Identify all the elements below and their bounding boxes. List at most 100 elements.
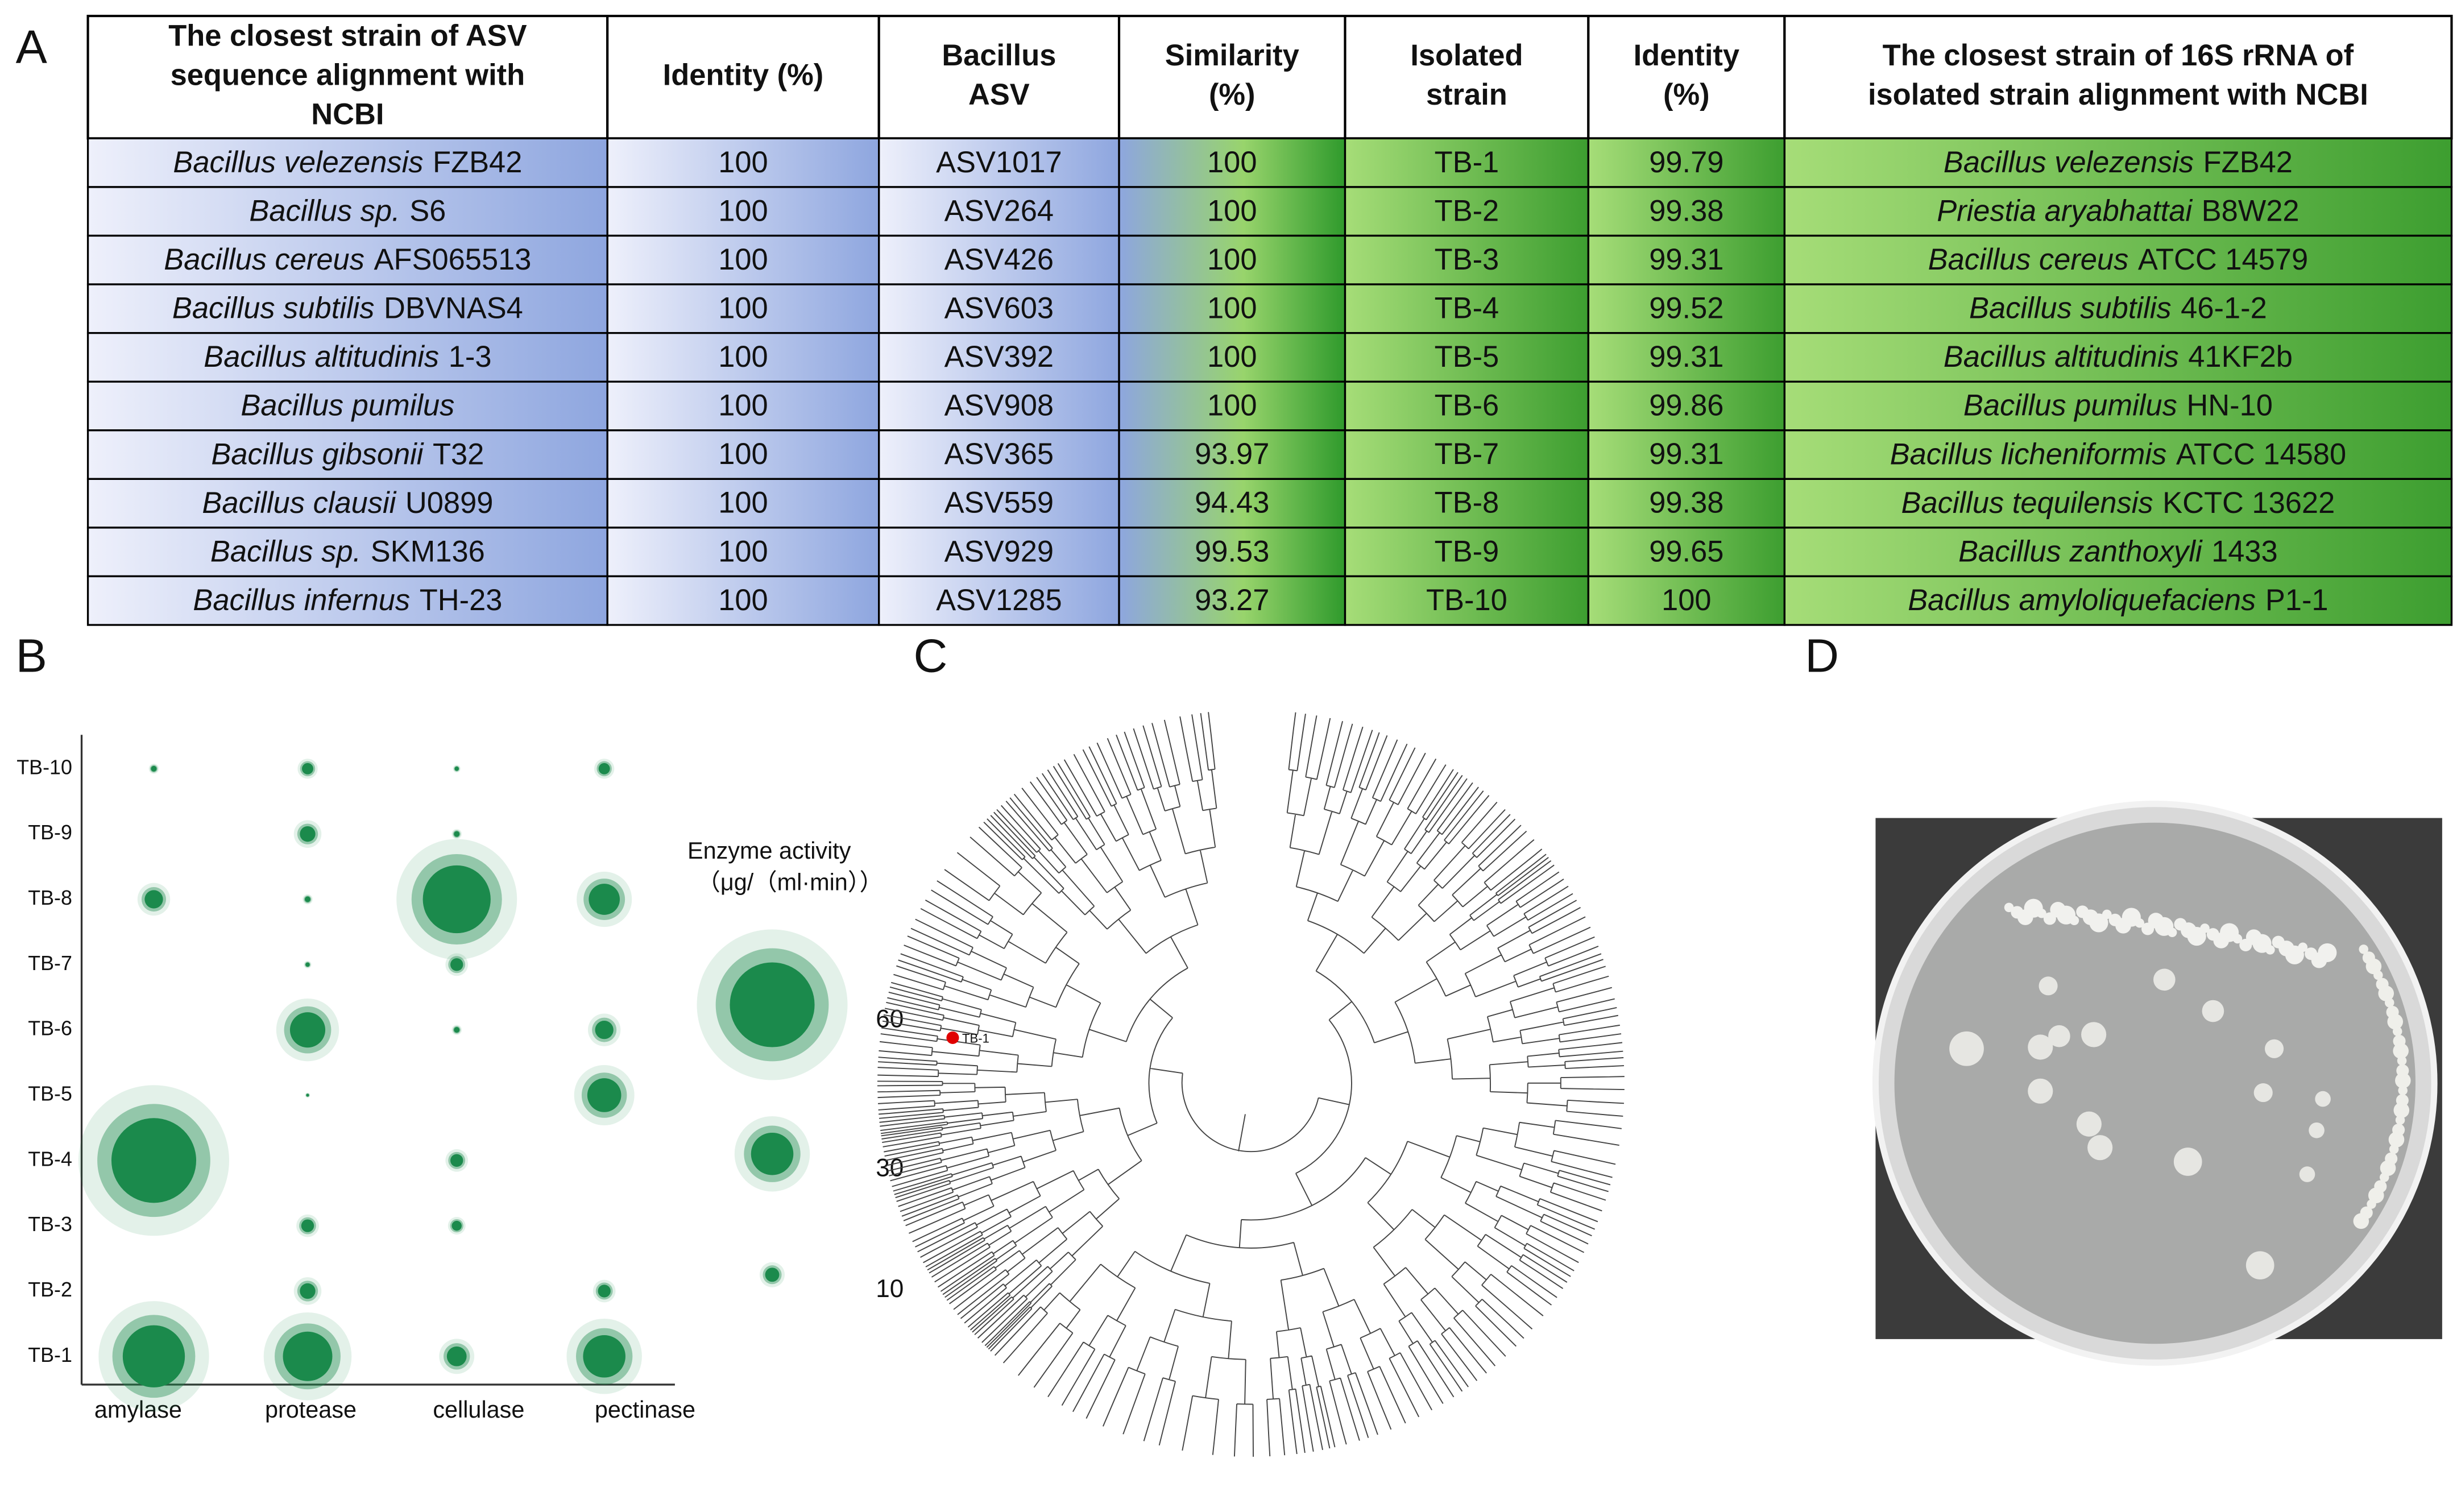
header-text: Similarity [1165, 39, 1299, 72]
table-cell [606, 234, 880, 285]
bubble [289, 1012, 326, 1048]
cell-text: TB-8 [1435, 487, 1499, 520]
species: Bacillus infernus [193, 584, 410, 617]
species-name: Bacillus pumilus HN-10 [1963, 390, 2273, 422]
strain: 1433 [2211, 535, 2278, 568]
cell-text: ASV929 [944, 535, 1054, 568]
table-cell [1783, 283, 2453, 334]
cell-text: 100 [718, 292, 768, 325]
cell-text: 100 [1207, 243, 1257, 276]
species: Priestia aryabhattai [1937, 194, 2193, 227]
cell-text: 99.31 [1649, 341, 1723, 374]
bubble [446, 1346, 467, 1366]
table-cell [1783, 380, 2453, 432]
cell-text: 100 [1207, 146, 1257, 179]
header-text: ASV [968, 78, 1030, 111]
table-cell [606, 429, 880, 480]
species-name: Bacillus subtilis 46-1-2 [1969, 292, 2267, 325]
cell-text: TB-1 [1435, 146, 1499, 179]
header-text: The closest strain of ASV [168, 20, 527, 53]
species: Bacillus pumilus [1963, 390, 2177, 422]
header-text: The closest strain of 16S rRNA of [1883, 39, 2354, 72]
table-cell [1783, 332, 2453, 383]
y-tick-label: TB-4 [28, 1148, 72, 1170]
strain: T32 [433, 438, 484, 471]
strain: HN-10 [2186, 390, 2273, 422]
table-cell [1344, 234, 1589, 285]
species: Bacillus gibsonii [211, 438, 424, 471]
colony-streak [2388, 1132, 2405, 1148]
species: Bacillus pumilus [241, 390, 454, 422]
colony [2245, 1251, 2274, 1280]
species-name: Bacillus velezensis FZB42 [173, 146, 522, 179]
bubble [450, 958, 463, 971]
table-cell [86, 575, 608, 626]
table-cell [86, 137, 608, 188]
table-cell [1344, 186, 1589, 237]
strain: SKM136 [371, 535, 485, 568]
table-cell [86, 332, 608, 383]
bubble [300, 1283, 316, 1299]
colony [2039, 976, 2058, 996]
table-cell [1118, 234, 1346, 285]
colony [2299, 1166, 2315, 1182]
colony-streak [2200, 923, 2210, 933]
species-name: Bacillus altitudinis 41KF2b [1944, 341, 2293, 374]
bubble [454, 767, 459, 771]
header-text: Identity [1634, 39, 1739, 72]
table-cell [86, 527, 608, 578]
species-name: Bacillus altitudinis 1-3 [204, 341, 491, 374]
strain: AFS065513 [374, 243, 532, 276]
cell-text: ASV603 [944, 292, 1054, 325]
species: Bacillus velezensis [173, 146, 423, 179]
cell-text: 99.52 [1649, 292, 1723, 325]
header-cell [606, 14, 880, 140]
table-cell [1344, 283, 1589, 334]
strain: P1-1 [2265, 584, 2329, 617]
colony-streak [2102, 909, 2112, 919]
table-cell [878, 478, 1120, 529]
colony [2076, 1111, 2102, 1137]
bubble [122, 1325, 185, 1387]
strain: DBVNAS4 [384, 292, 523, 325]
strain: ATCC 14579 [2138, 243, 2308, 276]
species-name: Bacillus pumilus [241, 390, 454, 422]
cell-text: ASV426 [944, 243, 1054, 276]
colony-streak [2298, 942, 2308, 952]
table-cell [86, 186, 608, 237]
colony-streak [2037, 908, 2046, 918]
legend-label: 10 [876, 1275, 904, 1303]
y-tick-label: TB-8 [28, 887, 72, 909]
species: Bacillus altitudinis [204, 341, 439, 374]
legend-title: Enzyme activity [687, 838, 851, 864]
y-tick-label: TB-10 [16, 756, 72, 778]
table-cell [1118, 575, 1346, 626]
bubble [587, 1078, 622, 1112]
colony-streak [2384, 998, 2394, 1008]
table-cell [606, 575, 880, 626]
cell-text: 100 [718, 341, 768, 374]
species-name: Priestia aryabhattai B8W22 [1937, 194, 2299, 227]
bubble [422, 865, 491, 934]
table-cell [1118, 137, 1346, 188]
cell-text: TB-2 [1435, 194, 1499, 227]
table-cell [1344, 478, 1589, 529]
highlight-label: TB-1 [962, 1032, 989, 1046]
species-name: Bacillus sp. S6 [249, 194, 446, 227]
colony-streak [2232, 934, 2243, 944]
phylogenetic-tree: TB-1 [877, 712, 1625, 1457]
panel-label: A [16, 20, 48, 73]
colony [2309, 1122, 2325, 1138]
cell-text: 100 [1207, 194, 1257, 227]
colony [2048, 1025, 2070, 1047]
legend-title: （μg/（ml·min）） [697, 869, 883, 895]
species-name: Bacillus cereus AFS065513 [164, 243, 531, 276]
table-cell [1587, 527, 1786, 578]
table-cell [1587, 283, 1786, 334]
bubble [300, 826, 316, 842]
header-text: Identity (%) [663, 59, 824, 92]
header-text: (%) [1663, 78, 1710, 111]
bubble [283, 1331, 333, 1381]
x-tick-label: protease [265, 1397, 357, 1423]
